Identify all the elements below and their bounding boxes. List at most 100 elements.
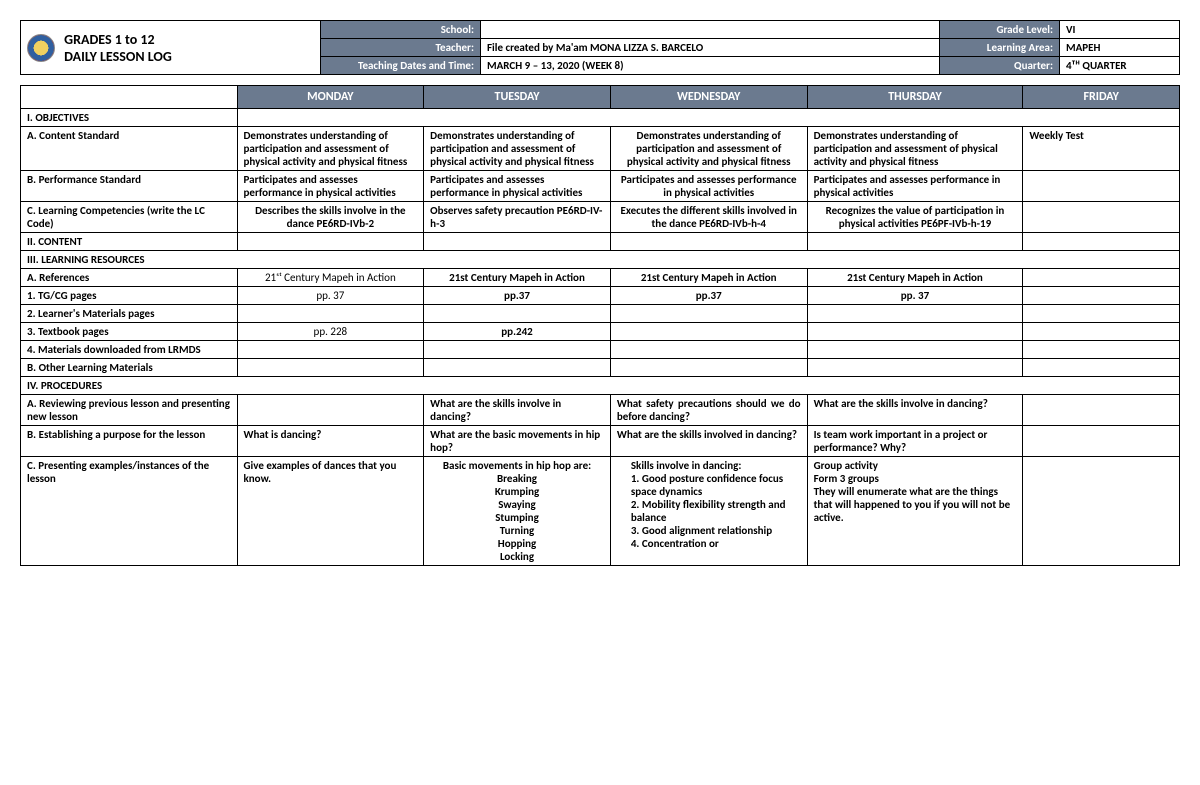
lesson-log-header: GRADES 1 to 12 DAILY LESSON LOG School: … [20,20,1180,75]
row-presenting: C. Presenting examples/instances of the … [21,457,1180,566]
cell-perf-std-mon: Participates and assesses performance in… [237,171,424,202]
col-tuesday: TUESDAY [424,86,611,109]
cell-content-std-tue: Demonstrates understanding of participat… [424,127,611,171]
title-cell: GRADES 1 to 12 DAILY LESSON LOG [21,21,321,75]
cell-lc-mon: Describes the skills involve in the danc… [237,202,424,233]
cell-tb-tue: pp.242 [424,323,611,341]
label-tg: 1. TG/CG pages [21,287,238,305]
cell-tb-fri [1023,323,1180,341]
row-tg-pages: 1. TG/CG pages pp. 37 pp.37 pp.37 pp. 37 [21,287,1180,305]
row-reviewing: A. Reviewing previous lesson and present… [21,395,1180,426]
cell-present-wed: Skills involve in dancing: 1. Good postu… [610,457,807,566]
row-other-materials: B. Other Learning Materials [21,359,1180,377]
cell-other-wed [610,359,807,377]
cell-tb-mon: pp. 228 [237,323,424,341]
label-lrmds: 4. Materials downloaded from LRMDS [21,341,238,359]
section-III-label: III. LEARNING RESOURCES [21,251,1180,269]
cell-ref-fri [1023,269,1180,287]
title-line2: DAILY LESSON LOG [64,48,172,65]
cell-lc-fri [1023,202,1180,233]
label-school: School: [321,21,481,39]
row-performance-standard: B. Performance Standard Participates and… [21,171,1180,202]
section-IV-label: IV. PROCEDURES [21,377,1180,395]
label-lc: C. Learning Competencies (write the LC C… [21,202,238,233]
cell-other-fri [1023,359,1180,377]
cell-lm-tue [424,305,611,323]
section-resources: III. LEARNING RESOURCES [21,251,1180,269]
cell-tg-mon: pp. 37 [237,287,424,305]
section-objectives: I. OBJECTIVES [21,109,1180,127]
label-review: A. Reviewing previous lesson and present… [21,395,238,426]
cell-review-thu: What are the skills involve in dancing? [807,395,1023,426]
cell-purpose-thu: Is team work important in a project or p… [807,426,1023,457]
lesson-log-table: MONDAY TUESDAY WEDNESDAY THURSDAY FRIDAY… [20,85,1180,566]
cell-content-std-thu: Demonstrates understanding of participat… [807,127,1023,171]
cell-content-std-fri: Weekly Test [1023,127,1180,171]
cell-present-tue: Basic movements in hip hop are: Breaking… [424,457,611,566]
cell-content-tue [424,233,611,251]
cell-tb-thu [807,323,1023,341]
cell-content-fri [1023,233,1180,251]
value-quarter: 4ᵀᴴ QUARTER [1060,57,1180,75]
row-lm-pages: 2. Learner's Materials pages [21,305,1180,323]
cell-tg-thu: pp. 37 [807,287,1023,305]
value-area: MAPEH [1060,39,1180,57]
cell-present-mon: Give examples of dances that you know. [237,457,424,566]
cell-review-fri [1023,395,1180,426]
label-content-std: A. Content Standard [21,127,238,171]
col-friday: FRIDAY [1023,86,1180,109]
cell-content-std-mon: Demonstrates understanding of participat… [237,127,424,171]
row-content-standard: A. Content Standard Demonstrates underst… [21,127,1180,171]
label-references: A. References [21,269,238,287]
label-textbook: 3. Textbook pages [21,323,238,341]
cell-ref-thu: 21st Century Mapeh in Action [807,269,1023,287]
value-dates: MARCH 9 – 13, 2020 (WEEK 8) [481,57,940,75]
cell-ref-mon: 21ˢᵗ Century Mapeh in Action [237,269,424,287]
cell-tb-wed [610,323,807,341]
label-quarter: Quarter: [940,57,1060,75]
cell-purpose-wed: What are the skills involved in dancing? [610,426,807,457]
label-present: C. Presenting examples/instances of the … [21,457,238,566]
cell-lc-thu: Recognizes the value of participation in… [807,202,1023,233]
section-procedures: IV. PROCEDURES [21,377,1180,395]
cell-lrmds-fri [1023,341,1180,359]
section-I-span [237,109,1180,127]
cell-content-wed [610,233,807,251]
cell-perf-std-wed: Participates and assesses performance in… [610,171,807,202]
cell-tg-tue: pp.37 [424,287,611,305]
cell-ref-wed: 21st Century Mapeh in Action [610,269,807,287]
cell-tg-fri [1023,287,1180,305]
cell-lc-wed: Executes the different skills involved i… [610,202,807,233]
cell-tg-wed: pp.37 [610,287,807,305]
cell-other-mon [237,359,424,377]
cell-lrmds-thu [807,341,1023,359]
cell-purpose-mon: What is dancing? [237,426,424,457]
title-line1: GRADES 1 to 12 [64,31,154,48]
label-lm: 2. Learner's Materials pages [21,305,238,323]
deped-logo-icon [27,34,55,62]
row-references: A. References 21ˢᵗ Century Mapeh in Acti… [21,269,1180,287]
blank-header [21,86,238,109]
cell-lm-fri [1023,305,1180,323]
section-I-label: I. OBJECTIVES [21,109,238,127]
cell-perf-std-thu: Participates and assesses performance in… [807,171,1023,202]
cell-purpose-tue: What are the basic movements in hip hop? [424,426,611,457]
cell-ref-tue: 21st Century Mapeh in Action [424,269,611,287]
section-content: II. CONTENT [21,233,1180,251]
cell-perf-std-fri [1023,171,1180,202]
cell-lm-mon [237,305,424,323]
col-wednesday: WEDNESDAY [610,86,807,109]
cell-purpose-fri [1023,426,1180,457]
value-school [481,21,940,39]
label-grade: Grade Level: [940,21,1060,39]
cell-review-tue: What are the skills involve in dancing? [424,395,611,426]
row-textbook-pages: 3. Textbook pages pp. 228 pp.242 [21,323,1180,341]
cell-content-std-wed: Demonstrates understanding of participat… [610,127,807,171]
section-II-label: II. CONTENT [21,233,238,251]
row-lrmds: 4. Materials downloaded from LRMDS [21,341,1180,359]
value-grade: VI [1060,21,1180,39]
label-perf-std: B. Performance Standard [21,171,238,202]
cell-lc-tue: Observes safety precaution PE6RD-IV-h-3 [424,202,611,233]
cell-review-mon [237,395,424,426]
cell-lrmds-tue [424,341,611,359]
